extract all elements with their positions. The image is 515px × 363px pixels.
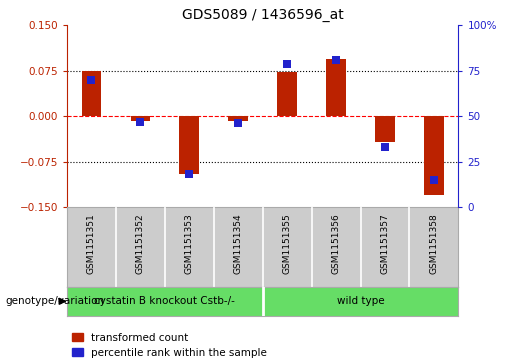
Bar	[424, 116, 444, 195]
Bar	[180, 116, 199, 174]
Text: GSM1151355: GSM1151355	[283, 213, 291, 274]
Text: GSM1151356: GSM1151356	[332, 213, 340, 274]
Text: GSM1151352: GSM1151352	[136, 213, 145, 274]
Bar	[131, 116, 150, 121]
Text: GSM1151357: GSM1151357	[381, 213, 389, 274]
Text: GSM1151351: GSM1151351	[87, 213, 96, 274]
Bar	[82, 71, 101, 116]
Text: GSM1151353: GSM1151353	[185, 213, 194, 274]
Bar	[327, 59, 346, 116]
Bar	[375, 116, 395, 142]
Text: GSM1151354: GSM1151354	[234, 213, 243, 274]
Text: GSM1151358: GSM1151358	[430, 213, 438, 274]
Text: cystatin B knockout Cstb-/-: cystatin B knockout Cstb-/-	[94, 296, 235, 306]
Legend: transformed count, percentile rank within the sample: transformed count, percentile rank withi…	[72, 333, 267, 358]
Text: wild type: wild type	[337, 296, 384, 306]
Title: GDS5089 / 1436596_at: GDS5089 / 1436596_at	[182, 8, 344, 22]
Text: genotype/variation: genotype/variation	[5, 296, 104, 306]
Bar	[229, 116, 248, 121]
Bar	[278, 72, 297, 116]
